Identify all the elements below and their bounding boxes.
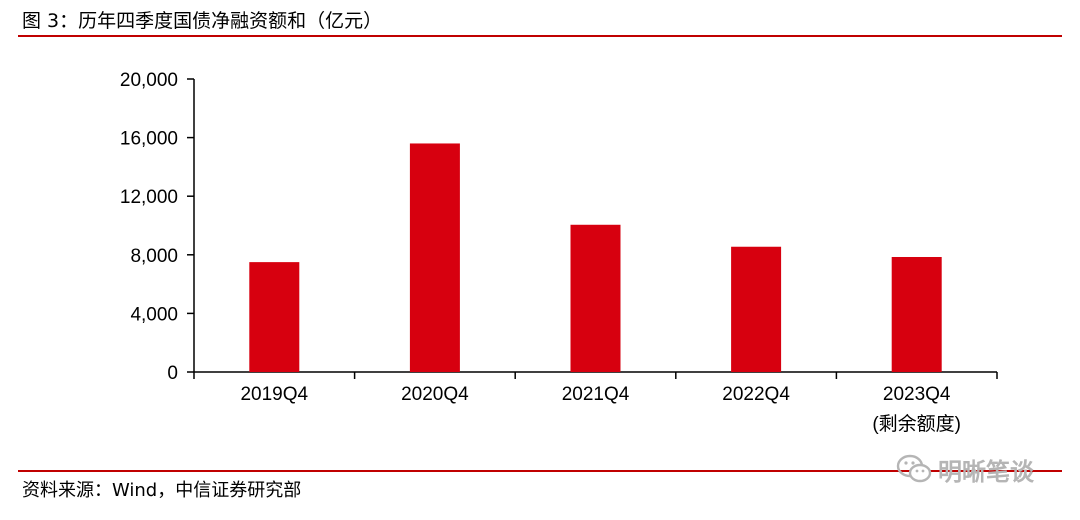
top-divider	[18, 35, 1062, 37]
bar	[891, 256, 942, 372]
bar-chart: 0 4,000 8,000 12,000 16,000 20,000 2019Q4 2020…	[120, 70, 998, 435]
y-tick-label: 0	[167, 363, 178, 384]
bar	[731, 246, 782, 372]
bar	[409, 143, 460, 372]
bottom-divider	[18, 470, 1062, 472]
x-tick-label: 2021Q4	[562, 384, 630, 405]
watermark-text: 明晰笔谈	[938, 457, 1034, 486]
bar	[249, 262, 300, 372]
bars	[249, 143, 942, 372]
x-axis: 2019Q4 2020Q4 2021Q4 2022Q4 2023Q4 (剩余额度)	[193, 371, 998, 435]
y-axis: 0 4,000 8,000 12,000 16,000 20,000	[120, 70, 195, 384]
y-tick-label: 4,000	[130, 304, 178, 325]
source-note: 资料来源：Wind，中信证券研究部	[22, 480, 302, 501]
wechat-icon	[896, 454, 932, 483]
x-tick-sublabel: (剩余额度)	[872, 413, 961, 435]
y-tick-label: 8,000	[130, 246, 178, 267]
x-tick-label: 2022Q4	[722, 384, 790, 405]
x-tick-label: 2020Q4	[401, 384, 469, 405]
x-tick-label: 2019Q4	[240, 384, 308, 405]
chart-title: 图 3：历年四季度国债净融资额和（亿元）	[22, 10, 383, 32]
y-tick-label: 20,000	[120, 70, 178, 91]
bar	[570, 224, 621, 372]
y-tick-label: 16,000	[120, 129, 178, 150]
x-tick-label: 2023Q4	[883, 384, 951, 405]
watermark: 明晰笔谈	[896, 448, 1034, 490]
y-tick-label: 12,000	[120, 187, 178, 208]
